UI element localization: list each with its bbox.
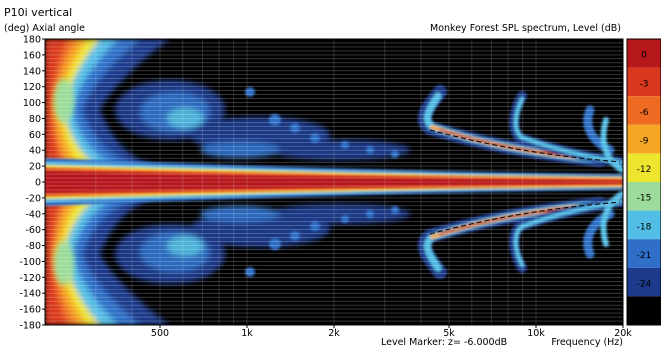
colorbar-segment [627, 39, 661, 68]
colorbar-segment [627, 96, 661, 125]
y-tick-label: -20 [25, 193, 41, 204]
y-tick-label: -100 [19, 257, 41, 268]
chart-subtitle: Monkey Forest SPL spectrum, Level (dB) [430, 23, 621, 34]
colorbar-segment [627, 153, 661, 182]
colorbar-frame [626, 38, 661, 326]
colorbar-label: -24 [637, 280, 652, 290]
y-tick-label: -160 [19, 305, 41, 316]
y-tick-label: -80 [25, 241, 41, 252]
y-axis: 180 160 140 120 100 80 60 40 20 0 -20 -40 -60 -80 -100… [19, 35, 45, 332]
y-tick-label: -40 [25, 209, 41, 220]
chart-title: P10i vertical [4, 6, 72, 19]
y-tick-label: -120 [19, 273, 41, 284]
y-tick-label: 20 [29, 162, 41, 173]
colorbar-segment [627, 210, 661, 240]
colorbar-label: -18 [637, 222, 652, 232]
colorbar-segment [627, 67, 661, 97]
colorbar-segment [627, 267, 661, 297]
x-tick-label: 20k [614, 328, 632, 339]
colorbar-label: -9 [640, 137, 649, 147]
x-tick-label: 10k [527, 328, 545, 339]
y-axis-label: (deg) Axial angle [4, 23, 85, 34]
colorbar-label: 0 [641, 51, 647, 61]
x-tick-label: 2k [328, 328, 340, 339]
x-axis: 500 1k 2k 5k 10k 20k [151, 325, 632, 339]
x-tick-label: 500 [151, 328, 169, 339]
colorbar-legend: 0 -3 -6 -9 -12 -15 -18 -21 -24 [626, 38, 661, 326]
y-tick-label: 180 [23, 35, 41, 46]
colorbar-label: -6 [640, 108, 649, 118]
colorbar-label: -12 [637, 165, 652, 175]
x-tick-label: 1k [241, 328, 253, 339]
y-tick-label: 0 [35, 178, 41, 189]
colorbar-label: -3 [640, 79, 649, 89]
y-tick-label: 100 [23, 98, 41, 109]
y-tick-label: 140 [23, 66, 41, 77]
heatmap-area [45, 39, 623, 325]
colorbar-label: -21 [637, 251, 652, 261]
y-tick-label: 160 [23, 50, 41, 61]
level-marker-readout: Level Marker: z= -6.000dB [381, 337, 507, 348]
x-tick-label: 5k [443, 328, 455, 339]
y-tick-label: -60 [25, 225, 41, 236]
grid-lines [45, 39, 623, 325]
x-axis-label: Frequency (Hz) [551, 337, 623, 348]
y-tick-label: 120 [23, 82, 41, 93]
y-tick-label: 80 [29, 114, 41, 125]
y-tick-label: -140 [19, 289, 41, 300]
colorbar-label: -15 [637, 194, 652, 204]
y-tick-label: 60 [29, 130, 41, 141]
colorbar-segment [627, 239, 661, 268]
y-tick-label: -180 [19, 321, 41, 332]
colorbar-segment [627, 296, 661, 325]
colorbar-segment [627, 124, 661, 154]
colorbar-segment [627, 182, 661, 211]
y-tick-label: 40 [29, 146, 41, 157]
